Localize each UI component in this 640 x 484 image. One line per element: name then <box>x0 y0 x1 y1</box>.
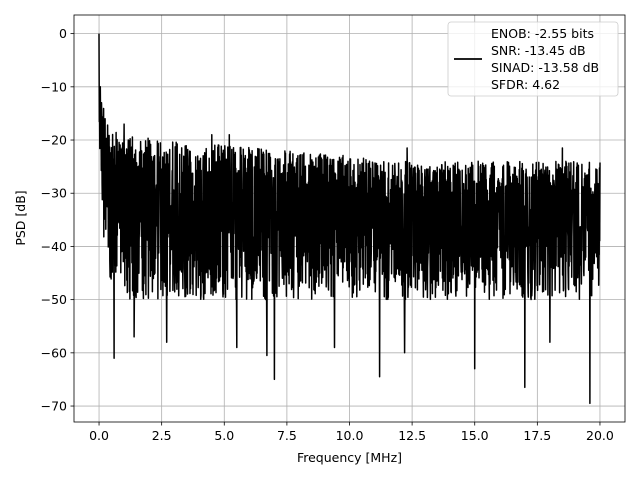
legend-box <box>447 21 619 97</box>
x-axis-label: Frequency [MHz] <box>297 450 402 465</box>
x-tick-label: 2.5 <box>152 428 172 443</box>
y-tick-label: −70 <box>41 399 67 414</box>
legend: ENOB: -2.55 bits SNR: -13.45 dB SINAD: -… <box>447 21 619 97</box>
y-tick-label: −60 <box>41 345 67 360</box>
x-tick-label: 15.0 <box>461 428 489 443</box>
y-tick-label: −50 <box>41 292 67 307</box>
legend-snr: SNR: -13.45 dB <box>491 43 586 58</box>
y-axis-ticks: 0 −10 −20 −30 −40 −50 −60 −70 <box>41 26 74 414</box>
y-tick-label: −10 <box>41 79 67 94</box>
x-tick-label: 5.0 <box>214 428 234 443</box>
x-tick-label: 17.5 <box>523 428 551 443</box>
y-tick-label: −40 <box>41 239 67 254</box>
legend-sfdr: SFDR: 4.62 <box>491 77 560 92</box>
x-axis-ticks: 0.0 2.5 5.0 7.5 10.0 12.5 15.0 17.5 20.0 <box>89 422 614 443</box>
legend-enob: ENOB: -2.55 bits <box>491 26 594 41</box>
psd-series <box>98 33 601 405</box>
legend-sinad: SINAD: -13.58 dB <box>491 60 599 75</box>
x-tick-label: 7.5 <box>277 428 297 443</box>
x-tick-label: 12.5 <box>398 428 426 443</box>
y-tick-label: 0 <box>59 26 67 41</box>
x-tick-label: 0.0 <box>89 428 109 443</box>
x-tick-label: 10.0 <box>336 428 364 443</box>
y-tick-label: −30 <box>41 186 67 201</box>
psd-line <box>98 33 601 405</box>
y-tick-label: −20 <box>41 133 67 148</box>
y-axis-label: PSD [dB] <box>13 190 28 245</box>
x-tick-label: 20.0 <box>586 428 614 443</box>
